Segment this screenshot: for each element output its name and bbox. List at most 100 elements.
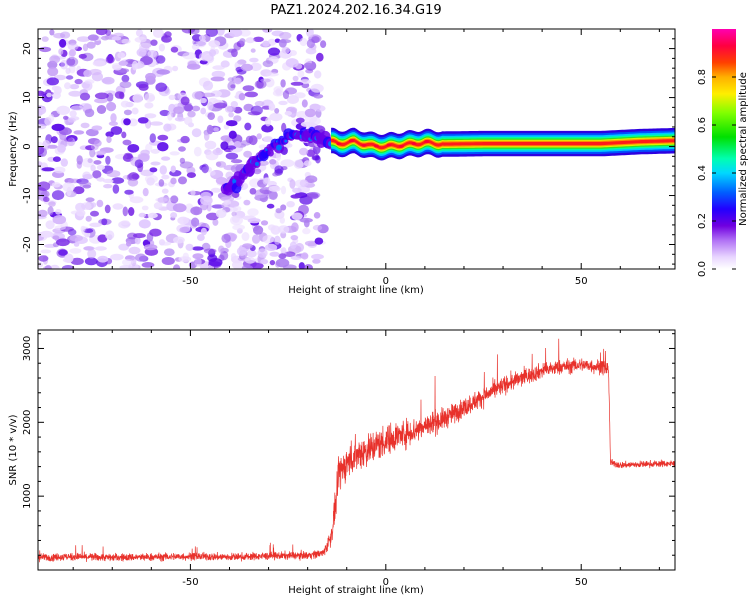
noise-blob <box>144 102 154 109</box>
noise-blob <box>111 177 125 184</box>
noise-blob <box>194 257 202 267</box>
noise-blob <box>310 83 324 93</box>
noise-blob <box>157 196 172 204</box>
noise-blob <box>262 177 269 185</box>
colorbar-tick-label: 0.0 <box>697 261 708 277</box>
noise-blob <box>122 258 134 266</box>
noise-blob <box>126 240 132 247</box>
noise-blob <box>90 164 96 172</box>
noise-blob <box>278 39 287 48</box>
noise-blob <box>63 137 74 142</box>
noise-blob <box>138 219 151 229</box>
noise-blob <box>47 206 54 216</box>
noise-blob <box>87 158 93 164</box>
noise-blob <box>112 184 120 194</box>
spectrogram-xtick-label: 0 <box>383 276 389 287</box>
noise-blob <box>119 265 134 269</box>
noise-blob <box>149 228 162 237</box>
noise-blob <box>253 36 264 42</box>
noise-blob <box>291 222 299 233</box>
noise-blob <box>38 105 47 115</box>
noise-blob <box>91 125 103 131</box>
noise-blob <box>114 91 124 99</box>
noise-blob <box>292 187 302 194</box>
noise-blob <box>149 167 158 173</box>
noise-blob <box>123 109 132 116</box>
noise-blob <box>96 150 106 155</box>
noise-blob <box>274 165 284 174</box>
noise-blob <box>207 101 214 111</box>
noise-blob <box>230 159 243 164</box>
noise-blob <box>290 194 301 199</box>
noise-blob <box>315 155 321 164</box>
noise-blob <box>180 96 190 106</box>
noise-blob <box>220 196 235 202</box>
noise-blob <box>213 127 220 132</box>
tone-band-layer <box>331 138 675 150</box>
noise-blob <box>207 112 215 120</box>
noise-blob <box>144 113 157 119</box>
noise-blob <box>120 38 131 44</box>
noise-blob <box>280 159 295 168</box>
noise-blob <box>261 124 274 133</box>
noise-blob <box>161 188 169 194</box>
snr-ytick-label: 3000 <box>22 336 33 361</box>
noise-blob <box>117 52 126 59</box>
spectrogram-noise-blobs <box>38 29 329 269</box>
noise-blob <box>192 253 204 260</box>
noise-blob <box>112 203 124 210</box>
noise-blob <box>298 262 305 269</box>
noise-blob <box>206 124 214 135</box>
noise-blob <box>90 210 99 217</box>
noise-blob <box>299 179 309 188</box>
noise-blob <box>143 244 158 251</box>
noise-blob <box>147 212 158 219</box>
noise-blob <box>236 246 247 256</box>
noise-blob <box>38 209 48 218</box>
noise-blob <box>53 32 66 39</box>
noise-blob <box>49 29 55 36</box>
noise-blob <box>159 165 167 175</box>
noise-blob <box>260 259 269 265</box>
noise-blob <box>279 216 285 224</box>
noise-blob <box>191 128 202 138</box>
noise-blob <box>262 234 275 244</box>
noise-blob <box>247 218 261 224</box>
tone-blob <box>267 149 274 157</box>
noise-blob <box>149 133 156 143</box>
snr-series-line <box>38 338 675 563</box>
noise-blob <box>227 81 236 91</box>
noise-blob <box>253 168 262 175</box>
noise-blob <box>38 161 43 167</box>
tone-hotspot <box>361 143 367 147</box>
noise-blob <box>48 114 55 122</box>
noise-blob <box>206 212 219 221</box>
noise-blob <box>311 253 324 260</box>
noise-blob <box>150 148 160 154</box>
noise-blob <box>294 92 306 99</box>
colorbar-tick-label: 0.4 <box>697 165 708 181</box>
noise-blob <box>303 62 313 69</box>
noise-blob <box>106 135 112 144</box>
noise-blob <box>75 202 86 212</box>
noise-blob <box>89 148 96 158</box>
noise-blob <box>53 166 66 174</box>
noise-blob <box>254 100 265 107</box>
noise-blob <box>157 142 169 152</box>
noise-blob <box>205 29 218 37</box>
noise-blob <box>120 100 130 108</box>
noise-blob <box>298 204 309 215</box>
noise-blob <box>180 135 190 144</box>
noise-blob <box>233 115 242 122</box>
noise-blob <box>64 82 71 90</box>
noise-blob <box>88 68 102 76</box>
noise-blob <box>82 43 89 52</box>
noise-blob <box>170 177 177 185</box>
noise-blob <box>55 208 62 215</box>
noise-blob <box>185 243 194 251</box>
noise-blob <box>306 149 316 157</box>
noise-blob <box>294 242 305 252</box>
noise-blob <box>181 29 196 34</box>
noise-blob <box>134 236 141 245</box>
snr-xtick-label: -50 <box>182 577 198 588</box>
